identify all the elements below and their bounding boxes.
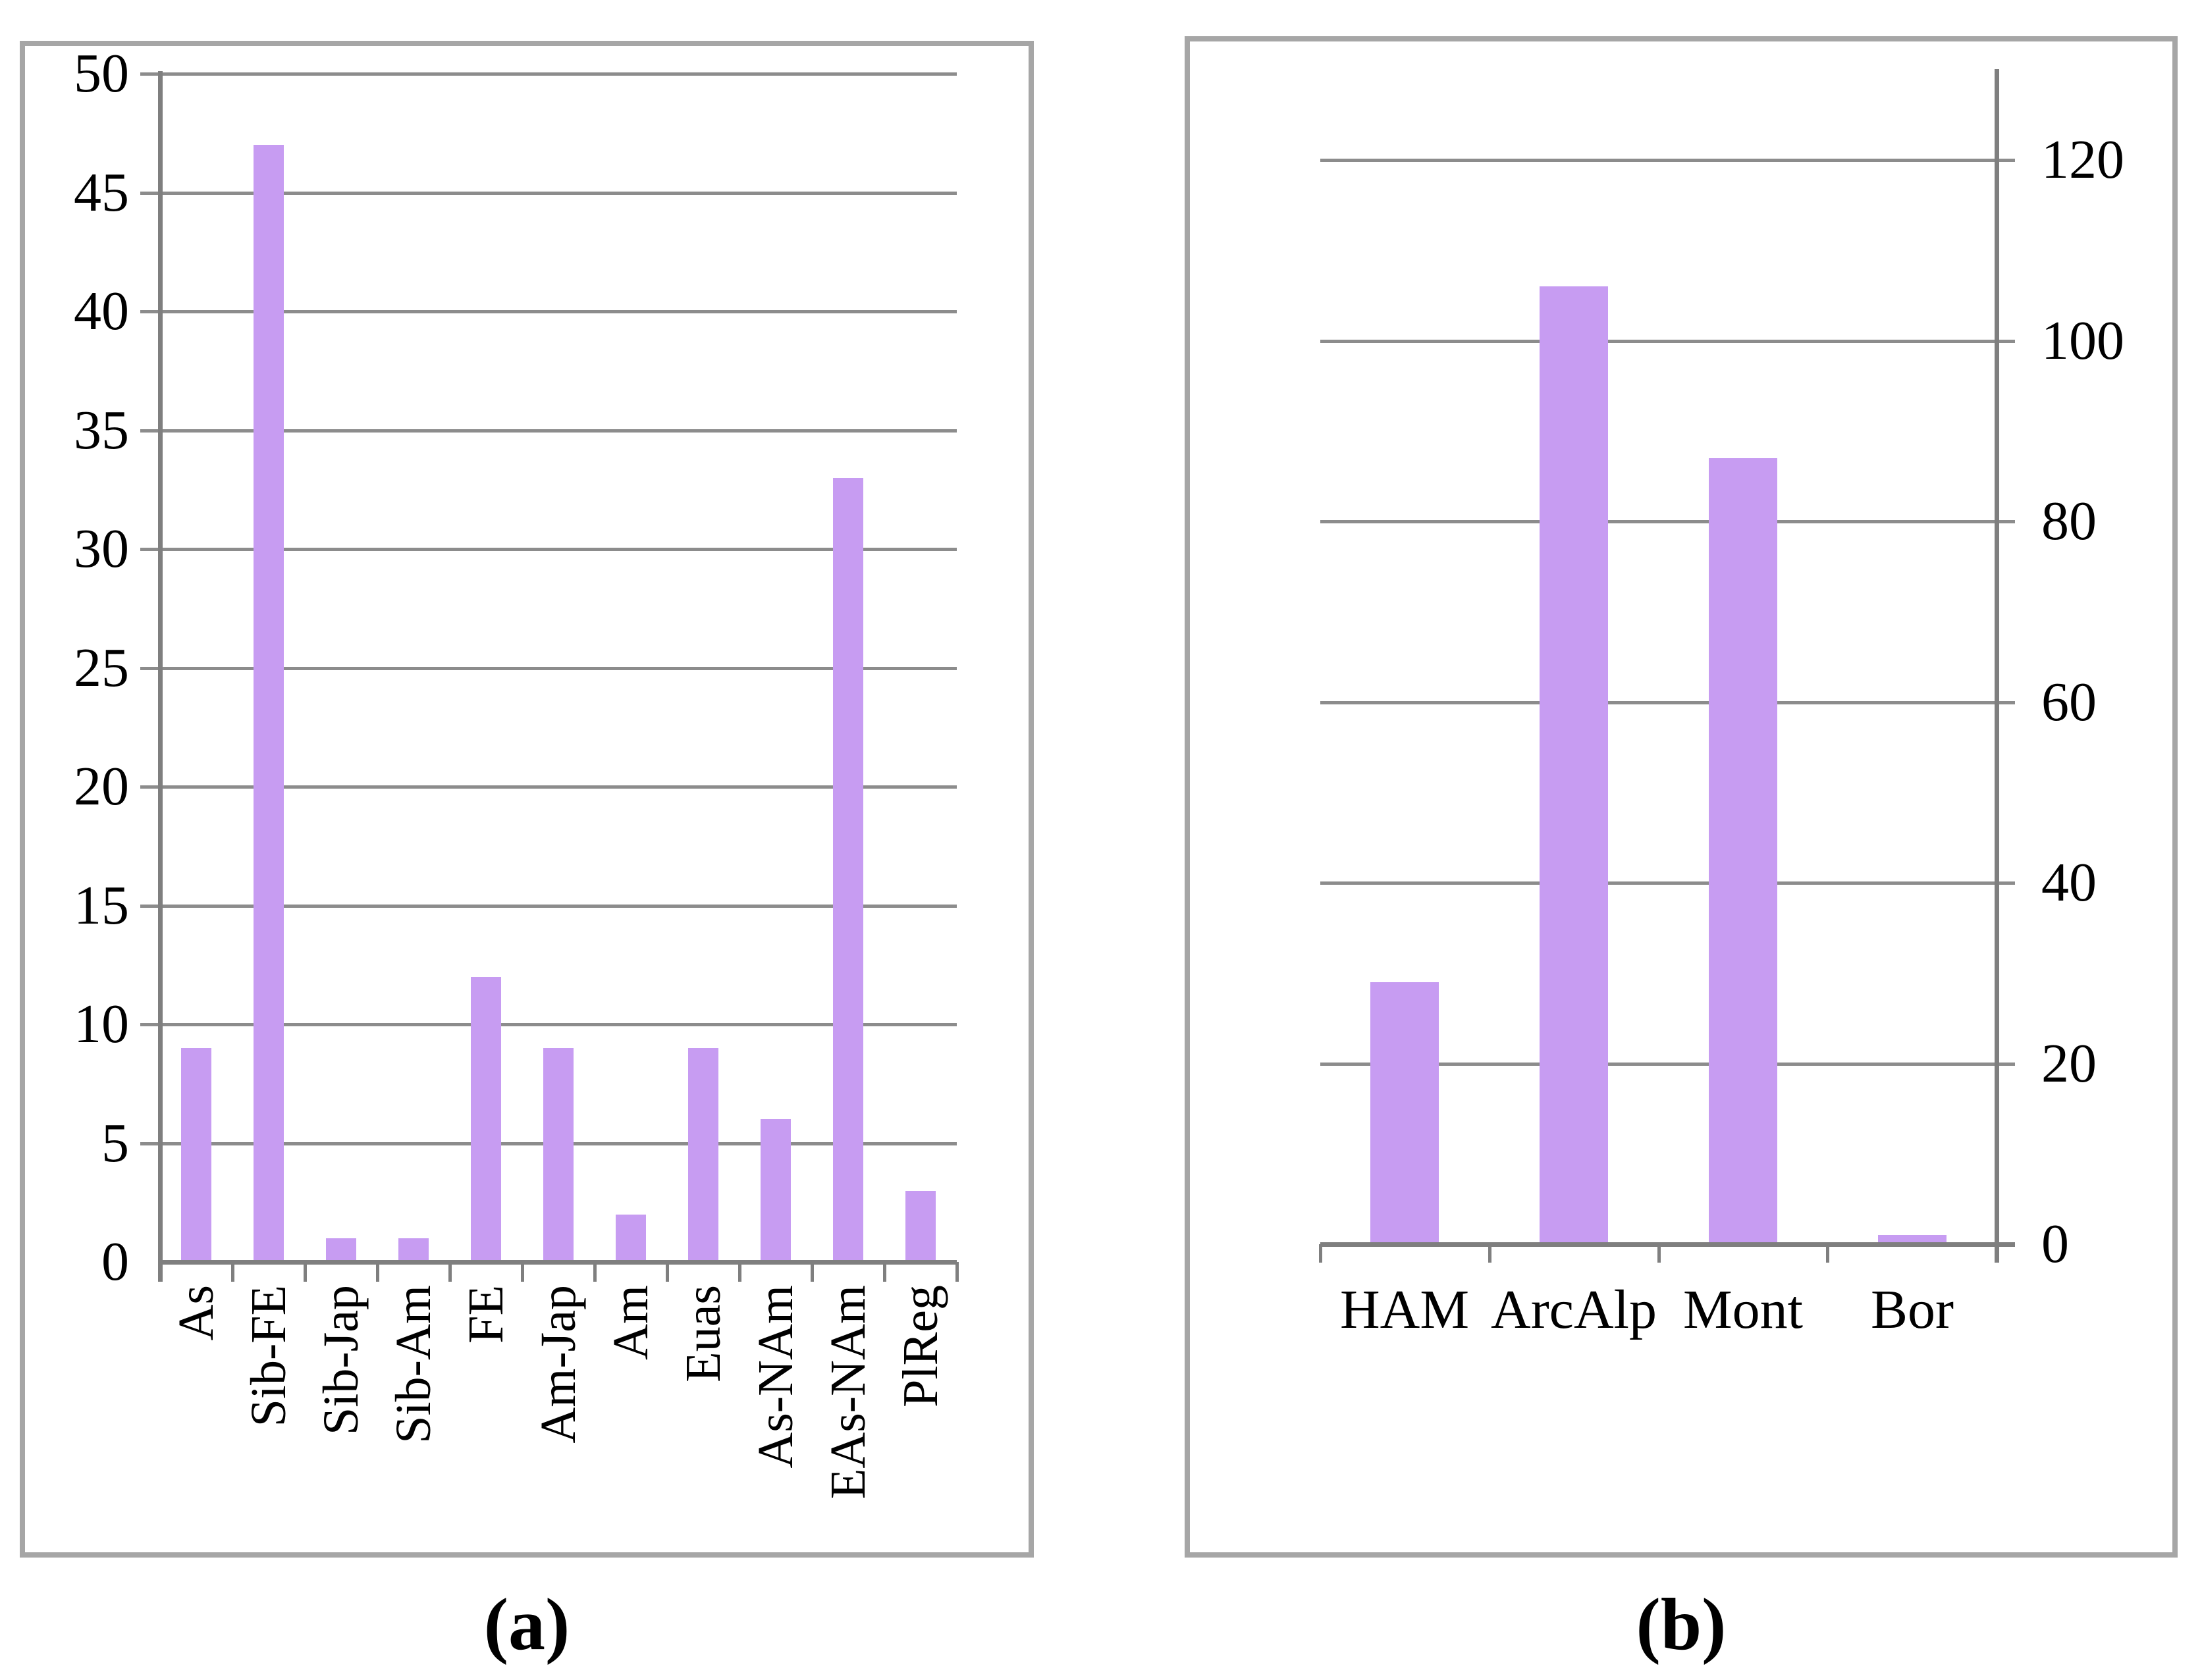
x-axis-tick [231, 1262, 234, 1282]
x-category-label-Sib-Am: Sib-Am [386, 1285, 441, 1444]
x-axis-tick [738, 1262, 741, 1282]
caption-a: (a) [483, 1584, 570, 1666]
x-category-label-Sib-Jap: Sib-Jap [313, 1285, 369, 1435]
gridline-50 [140, 72, 957, 76]
gridline-80 [1320, 520, 2015, 523]
bar-ArcAlp [1540, 286, 1608, 1244]
x-category-label-As: As [169, 1285, 224, 1341]
x-category-label-ArcAlp: ArcAlp [1491, 1279, 1657, 1340]
x-axis-tick [1826, 1244, 1829, 1263]
x-axis-tick [1319, 1244, 1322, 1263]
y-tick-label-5: 5 [101, 1112, 129, 1174]
y-tick-label-80: 80 [2041, 490, 2097, 552]
x-axis-tick [304, 1262, 307, 1282]
bar-Mont [1709, 458, 1777, 1244]
bar-Sib-Jap [326, 1238, 356, 1262]
gridline-40 [140, 310, 957, 313]
gridline-20 [1320, 1062, 2015, 1066]
x-axis-tick [521, 1262, 524, 1282]
gridline-40 [1320, 881, 2015, 885]
bar-Bor [1878, 1235, 1947, 1244]
y-tick-label-30: 30 [74, 518, 129, 579]
y-tick-label-20: 20 [2041, 1032, 2097, 1094]
gridline-20 [140, 785, 957, 789]
bar-PlReg [905, 1191, 936, 1262]
x-axis-line [160, 1260, 957, 1265]
x-axis-tick [883, 1262, 886, 1282]
y-tick-label-45: 45 [74, 161, 129, 223]
x-axis-tick [1488, 1244, 1491, 1263]
y-tick-label-60: 60 [2041, 671, 2097, 733]
x-category-label-Am: Am [603, 1285, 658, 1360]
x-axis-tick [955, 1262, 959, 1282]
x-category-label-Euas: Euas [676, 1285, 731, 1382]
x-axis-line [1320, 1242, 2015, 1247]
bar-Euas [688, 1048, 718, 1262]
bar-HAM [1370, 982, 1439, 1244]
x-category-label-FE: FE [458, 1285, 514, 1344]
bar-EAs-NAm [833, 478, 863, 1262]
x-category-label-EAs-NAm: EAs-NAm [820, 1285, 876, 1500]
bar-Sib-FE [254, 145, 284, 1262]
gridline-25 [140, 666, 957, 670]
gridline-120 [1320, 159, 2015, 162]
x-category-label-PlReg: PlReg [893, 1285, 948, 1407]
bar-Am [616, 1215, 646, 1262]
gridline-10 [140, 1023, 957, 1026]
y-tick-label-0: 0 [2041, 1213, 2069, 1274]
y-tick-label-50: 50 [74, 43, 129, 104]
gridline-45 [140, 191, 957, 195]
gridline-15 [140, 904, 957, 908]
caption-b: (b) [1636, 1584, 1727, 1666]
x-category-label-Sib-FE: Sib-FE [241, 1285, 296, 1427]
gridline-100 [1320, 339, 2015, 343]
chart-a-outer-box [20, 41, 1034, 1558]
x-axis-tick [666, 1262, 669, 1282]
bar-FE [471, 977, 501, 1262]
gridline-30 [140, 548, 957, 551]
x-axis-tick [448, 1262, 452, 1282]
x-category-label-Bor: Bor [1871, 1279, 1954, 1340]
y-tick-label-35: 35 [74, 399, 129, 461]
bar-As-NAm [761, 1119, 791, 1262]
y-axis-line [1995, 69, 1999, 1263]
y-tick-label-10: 10 [74, 993, 129, 1055]
y-tick-label-0: 0 [101, 1231, 129, 1292]
y-axis-line [158, 71, 163, 1282]
x-axis-tick [811, 1262, 814, 1282]
y-tick-label-100: 100 [2041, 309, 2124, 371]
x-category-label-Am-Jap: Am-Jap [531, 1285, 586, 1444]
y-tick-label-25: 25 [74, 637, 129, 698]
y-tick-label-20: 20 [74, 756, 129, 817]
x-axis-tick [376, 1262, 379, 1282]
gridline-35 [140, 429, 957, 433]
x-axis-tick [593, 1262, 597, 1282]
x-category-label-Mont: Mont [1682, 1279, 1804, 1340]
x-category-label-As-NAm: As-NAm [748, 1285, 803, 1469]
y-tick-label-15: 15 [74, 874, 129, 936]
y-tick-label-40: 40 [74, 280, 129, 342]
gridline-60 [1320, 700, 2015, 704]
bar-As [181, 1048, 211, 1262]
y-tick-label-40: 40 [2041, 852, 2097, 913]
y-tick-label-120: 120 [2041, 129, 2124, 190]
x-category-label-HAM: HAM [1339, 1279, 1470, 1340]
x-axis-tick [1657, 1244, 1661, 1263]
bar-Am-Jap [543, 1048, 574, 1262]
chart-b-outer-box [1185, 36, 2178, 1558]
bar-Sib-Am [398, 1238, 429, 1262]
